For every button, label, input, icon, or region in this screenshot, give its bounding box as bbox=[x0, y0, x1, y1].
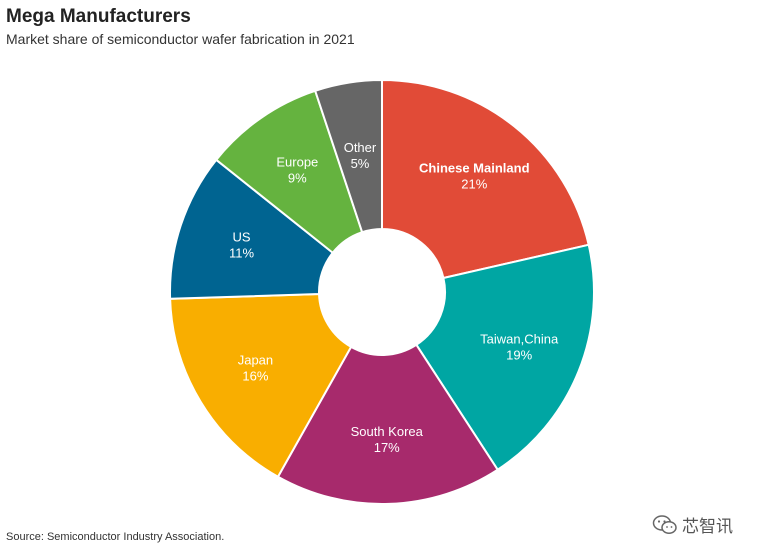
slice-value-taiwan-china: 19% bbox=[506, 348, 532, 363]
slice-label-south-korea: South Korea bbox=[351, 424, 424, 439]
slice-us bbox=[169, 158, 335, 300]
slice-label-japan: Japan bbox=[238, 353, 273, 368]
source-note: Source: Semiconductor Industry Associati… bbox=[6, 531, 225, 543]
slice-europe bbox=[214, 89, 364, 255]
slice-label-chinese-mainland: Chinese Mainland bbox=[419, 160, 530, 175]
watermark: 芯智讯 bbox=[652, 512, 733, 537]
chart-subtitle: Market share of semiconductor wafer fabr… bbox=[6, 31, 355, 47]
slice-south-korea bbox=[276, 343, 500, 505]
slice-value-south-korea: 17% bbox=[374, 440, 400, 455]
slice-value-chinese-mainland: 21% bbox=[461, 176, 487, 191]
slice-label-europe: Europe bbox=[276, 155, 318, 170]
slice-value-europe: 9% bbox=[288, 171, 307, 186]
slice-taiwan-china bbox=[414, 243, 595, 472]
chart-title: Mega Manufacturers bbox=[6, 6, 191, 27]
slice-value-japan: 16% bbox=[242, 369, 268, 384]
slice-other bbox=[313, 78, 383, 234]
slice-value-other: 5% bbox=[351, 156, 370, 171]
slice-label-us: US bbox=[233, 229, 251, 244]
slice-label-taiwan-china: Taiwan,China bbox=[480, 332, 559, 347]
slice-label-other: Other bbox=[344, 140, 377, 155]
wechat-icon bbox=[652, 514, 677, 534]
slice-japan bbox=[169, 292, 353, 479]
watermark-text: 芯智讯 bbox=[682, 517, 733, 537]
slice-chinese-mainland bbox=[381, 78, 590, 280]
slice-value-us: 11% bbox=[229, 245, 254, 260]
